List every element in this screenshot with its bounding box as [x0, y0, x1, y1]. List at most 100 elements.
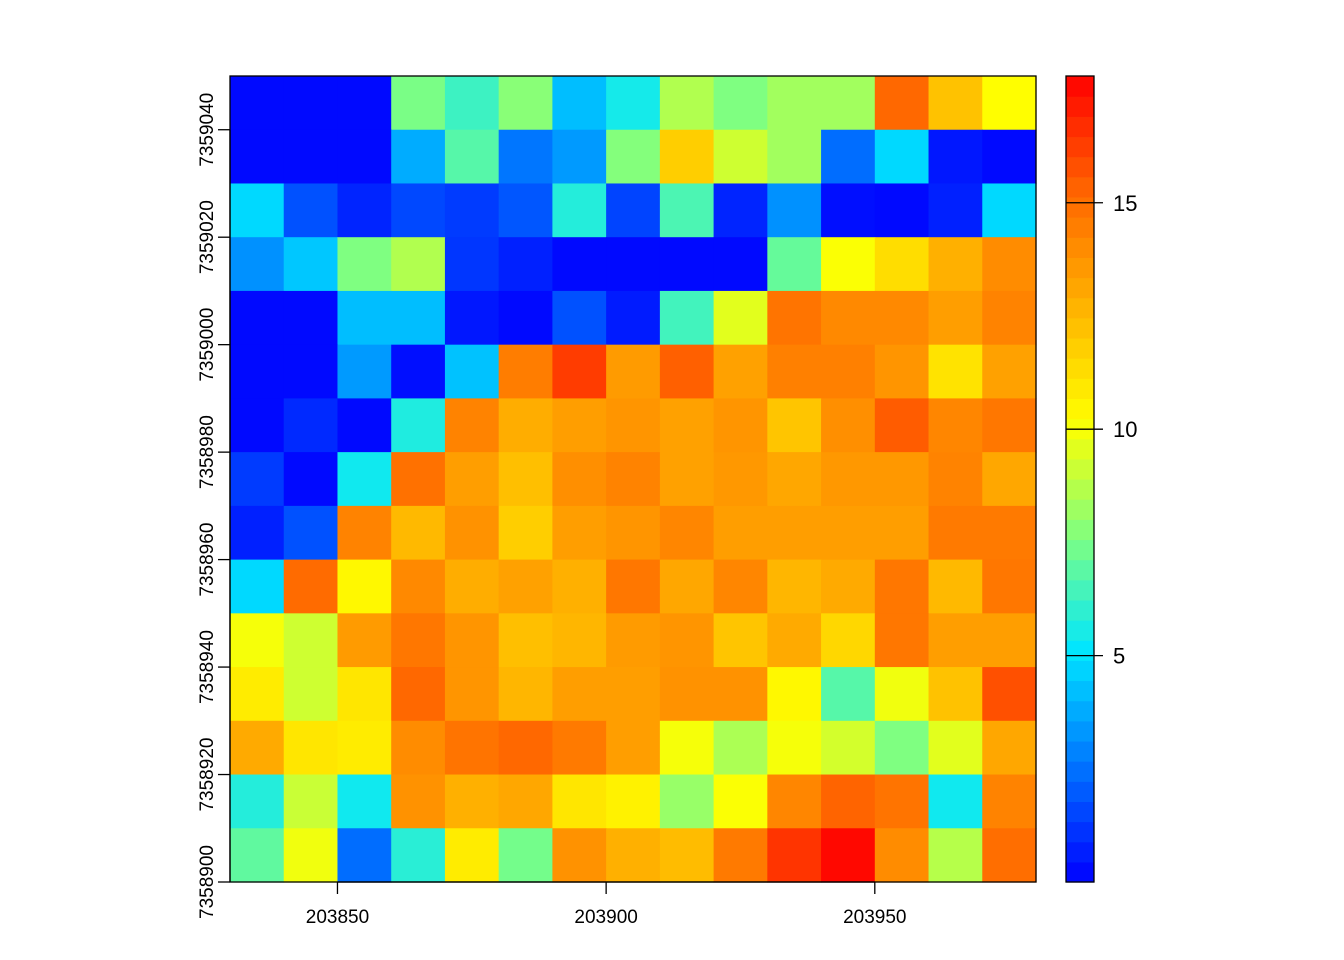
raster-cell [713, 720, 768, 776]
raster-cell [821, 667, 876, 722]
raster-cell [552, 720, 607, 776]
raster-cell [982, 237, 1037, 292]
raster-cell [982, 452, 1037, 507]
colorbar-step [1066, 620, 1094, 641]
colorbar-step [1066, 740, 1094, 762]
raster-cell [337, 720, 392, 776]
raster-cell [659, 828, 715, 883]
x-tick-label: 203950 [843, 907, 906, 928]
raster-cell [391, 183, 446, 238]
raster-cell [444, 76, 500, 131]
raster-cell [498, 559, 553, 614]
colorbar-step [1066, 861, 1094, 883]
raster-cell [230, 559, 285, 614]
raster-cell [982, 398, 1037, 453]
raster-cell [821, 559, 876, 614]
colorbar-step [1066, 176, 1094, 198]
raster-cell [982, 505, 1037, 561]
y-tick-label: 7358980 [197, 415, 218, 489]
raster-cell [606, 344, 661, 399]
raster-cell [928, 237, 983, 292]
raster-cell [767, 76, 822, 131]
raster-cell [928, 720, 983, 776]
raster-cell [552, 237, 607, 292]
raster-cell [821, 505, 876, 561]
raster-cell [444, 774, 500, 829]
colorbar-tick-label: 5 [1113, 644, 1125, 669]
raster-cell [337, 290, 392, 346]
raster-cell [337, 398, 392, 453]
raster-cell [821, 183, 876, 238]
raster-cell [606, 183, 661, 238]
raster-cell [928, 398, 983, 453]
colorbar-step [1066, 781, 1094, 802]
raster-cell [552, 344, 607, 399]
raster-cell [821, 613, 876, 668]
raster-cell [498, 290, 553, 346]
y-tick-label: 7359040 [197, 93, 218, 167]
raster-cell [606, 398, 661, 453]
raster-cell [606, 290, 661, 346]
raster-cell [391, 613, 446, 668]
raster-cell [391, 828, 446, 883]
raster-cell [928, 559, 983, 614]
colorbar-step [1066, 579, 1094, 601]
raster-cell [767, 720, 822, 776]
raster-cell [874, 613, 930, 668]
raster-cell [391, 667, 446, 722]
raster-cell [552, 667, 607, 722]
raster-cell [821, 398, 876, 453]
colorbar-step [1066, 217, 1094, 238]
colorbar-step [1066, 237, 1094, 258]
raster-cell [606, 613, 661, 668]
raster-cell [444, 290, 500, 346]
raster-cell [283, 613, 339, 668]
raster-cell [821, 290, 876, 346]
raster-cell [283, 828, 339, 883]
raster-cell [391, 452, 446, 507]
raster-cell [391, 344, 446, 399]
raster-cell [767, 290, 822, 346]
raster-cell [713, 559, 768, 614]
raster-cell [391, 398, 446, 453]
raster-cell [444, 183, 500, 238]
raster-cell [659, 452, 715, 507]
raster-cell [713, 237, 768, 292]
raster-cell [767, 183, 822, 238]
raster-cell [874, 452, 930, 507]
raster-cell [230, 613, 285, 668]
colorbar-step [1066, 317, 1094, 339]
raster-cell [659, 774, 715, 829]
raster-cell [659, 667, 715, 722]
raster-cell [606, 667, 661, 722]
raster-cell [552, 559, 607, 614]
x-axis: 203850 203900 203950 [306, 881, 907, 928]
raster-cell [552, 613, 607, 668]
raster-cell [230, 398, 285, 453]
y-axis: 7358900 7358920 7358940 7358960 7358980 73590… [197, 93, 231, 919]
raster-cell [391, 774, 446, 829]
raster-cell [230, 720, 285, 776]
colorbar-step [1066, 277, 1094, 299]
raster-cell [821, 720, 876, 776]
colorbar-step [1066, 297, 1094, 319]
raster-cell [230, 290, 285, 346]
raster-cell [928, 290, 983, 346]
raster-cell [982, 667, 1037, 722]
colorbar-step [1066, 257, 1094, 279]
raster-cell [337, 828, 392, 883]
raster-cell [928, 505, 983, 561]
colorbar-step [1066, 116, 1094, 138]
raster-cell [659, 559, 715, 614]
raster-cell [767, 452, 822, 507]
raster-cell [659, 183, 715, 238]
colorbar-step [1066, 539, 1094, 561]
raster-cell [283, 290, 339, 346]
raster-cell [230, 183, 285, 238]
raster-cell [283, 76, 339, 131]
raster-cell [821, 129, 876, 185]
colorbar-step [1066, 337, 1094, 359]
raster-cell [283, 398, 339, 453]
raster-cell [874, 76, 930, 131]
